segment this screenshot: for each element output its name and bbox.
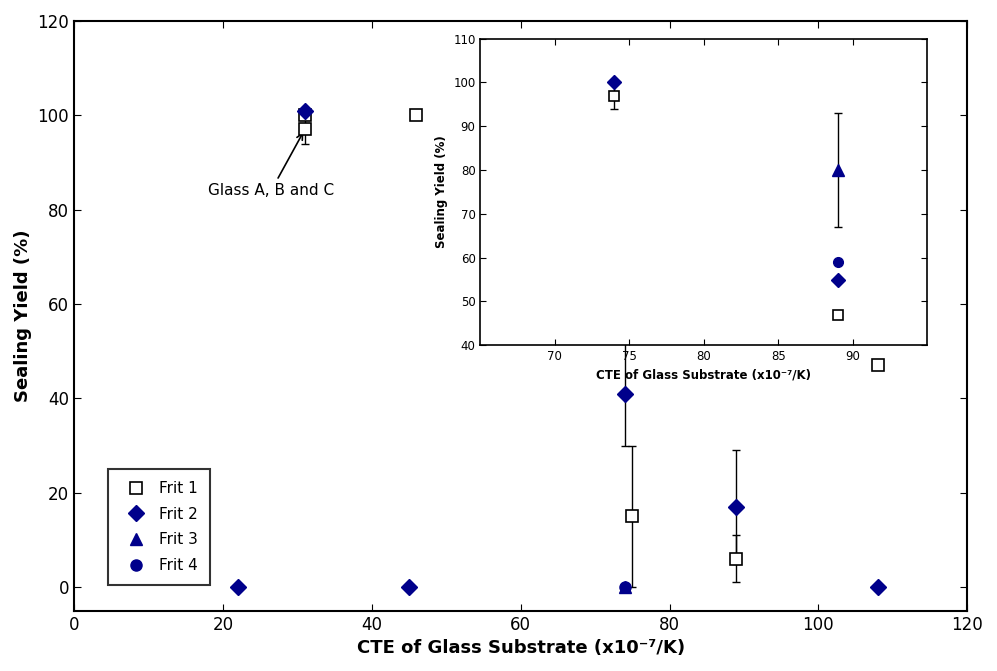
Y-axis label: Sealing Yield (%): Sealing Yield (%) — [14, 229, 32, 402]
Frit 1 — [872, 361, 884, 369]
Frit 2 — [872, 583, 884, 591]
Frit 2 — [619, 390, 631, 398]
Frit 4 — [731, 305, 743, 313]
Frit 2 — [232, 583, 244, 591]
Line: Frit 1: Frit 1 — [299, 109, 883, 564]
Frit 1 — [626, 512, 638, 520]
Frit 3 — [731, 205, 743, 213]
Legend: Frit 1, Frit 2, Frit 3, Frit 4: Frit 1, Frit 2, Frit 3, Frit 4 — [109, 469, 210, 585]
Frit 1 — [411, 111, 423, 119]
Frit 1 — [731, 555, 743, 563]
Frit 1 — [299, 125, 311, 134]
Frit 1 — [299, 111, 311, 119]
Line: Frit 4: Frit 4 — [619, 303, 742, 592]
Text: Glass A, B and C: Glass A, B and C — [208, 134, 334, 198]
Frit 2 — [731, 503, 743, 511]
Line: Frit 2: Frit 2 — [232, 105, 883, 592]
Frit 2 — [403, 583, 415, 591]
Frit 3 — [619, 583, 631, 591]
Frit 4 — [619, 583, 631, 591]
Frit 2 — [299, 107, 311, 115]
Line: Frit 3: Frit 3 — [618, 203, 743, 593]
X-axis label: CTE of Glass Substrate (x10⁻⁷/K): CTE of Glass Substrate (x10⁻⁷/K) — [357, 639, 685, 657]
